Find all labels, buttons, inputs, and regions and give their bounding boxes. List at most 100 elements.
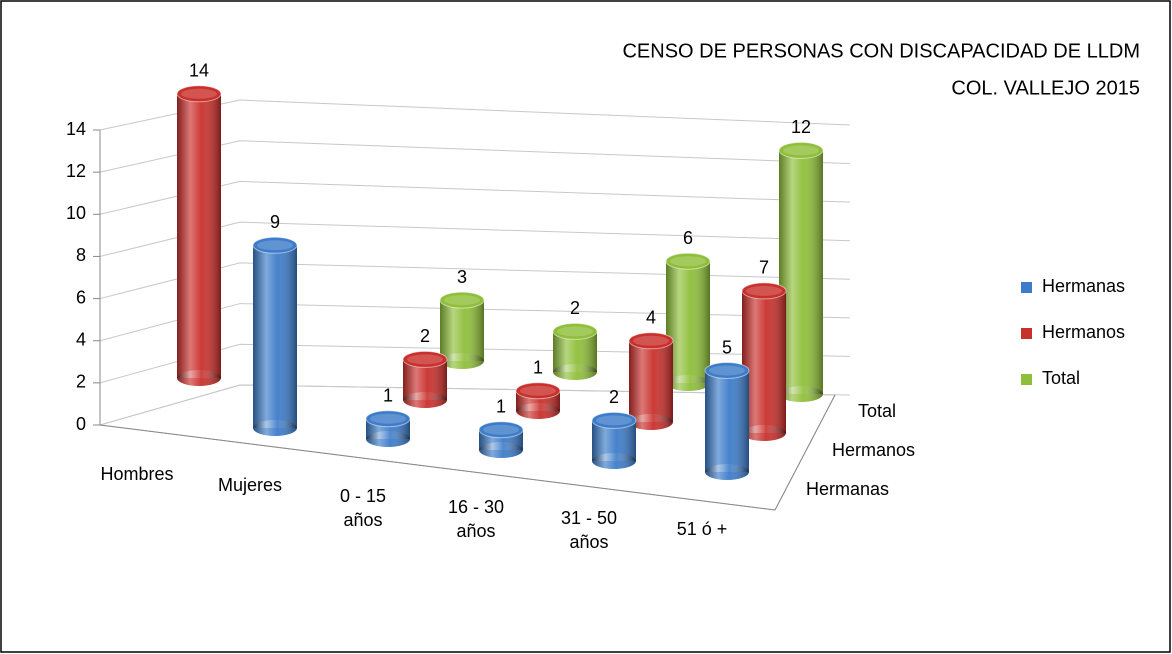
depth-label: Hermanos: [832, 440, 915, 460]
value-label: 9: [270, 212, 280, 232]
column-top: [591, 411, 637, 429]
column-top: [552, 322, 598, 340]
legend-swatch: [1021, 282, 1032, 293]
column-top: [515, 382, 561, 400]
depth-label: Total: [858, 401, 896, 421]
column-top-shade: [181, 88, 217, 99]
value-label: 2: [609, 387, 619, 407]
legend-label: Hermanos: [1042, 322, 1125, 342]
x-tick-label: Hombres: [100, 464, 174, 484]
column-top-shade: [483, 424, 519, 435]
column-body-shade: [440, 300, 484, 361]
column-top: [628, 332, 674, 350]
grid-line: [99, 221, 851, 257]
column-top-shade: [633, 335, 669, 346]
x-tick-label: 0 - 15 años: [339, 486, 387, 530]
grid-line: [99, 303, 851, 342]
y-tick-label: 14: [66, 119, 86, 139]
x-tick-label: 31 - 50 años: [560, 508, 618, 552]
column-body-shade: [666, 261, 710, 383]
column: [439, 291, 485, 369]
column-top-shade: [746, 285, 782, 296]
value-label: 4: [646, 308, 656, 328]
column: [778, 141, 824, 402]
chart-title: CENSO DE PERSONAS CON DISCAPACIDAD DE LL…: [622, 40, 1140, 62]
column-top: [252, 236, 298, 254]
value-label: 1: [383, 385, 393, 405]
column-top: [704, 362, 750, 379]
column-top-shade: [670, 256, 706, 267]
x-tick-label: 51 ó +: [676, 519, 728, 539]
column-top-shade: [257, 240, 293, 251]
chart-subtitle: COL. VALLEJO 2015: [951, 77, 1140, 99]
column-top: [402, 350, 448, 368]
column: [176, 85, 222, 386]
column: [591, 411, 637, 469]
column: [628, 332, 674, 430]
column-top-shade: [783, 145, 819, 156]
column-top: [439, 291, 485, 309]
column-body-shade: [253, 245, 297, 428]
value-label: 12: [791, 117, 811, 137]
column: [478, 421, 524, 458]
column-top: [741, 282, 787, 300]
legend-label: Hermanas: [1042, 276, 1125, 296]
column-body-shade: [779, 150, 823, 394]
grid-line: [99, 262, 851, 300]
value-label: 3: [457, 267, 467, 287]
column: [515, 382, 561, 419]
value-label: 2: [570, 298, 580, 318]
grid-line: [99, 140, 851, 173]
value-label: 5: [722, 337, 732, 357]
column-top: [665, 252, 711, 270]
value-label: 7: [759, 258, 769, 278]
column: [252, 236, 298, 436]
column-top-shade: [444, 295, 480, 306]
column: [741, 282, 787, 441]
y-tick-label: 4: [76, 329, 86, 349]
y-tick-label: 10: [66, 203, 86, 223]
column-top-shade: [407, 354, 443, 365]
x-tick-label: 16 - 30 años: [447, 497, 505, 541]
column: [402, 350, 448, 408]
column-top-shade: [557, 326, 593, 337]
column-top-shade: [596, 415, 632, 426]
column-body-shade: [629, 340, 673, 422]
grid-line: [99, 180, 851, 215]
y-tick-label: 12: [66, 161, 86, 181]
column-top-shade: [709, 365, 745, 376]
y-tick-label: 8: [76, 245, 86, 265]
x-tick-label: Mujeres: [217, 475, 283, 495]
value-label: 6: [683, 228, 693, 248]
x-axis: [99, 424, 776, 511]
value-label: 14: [189, 61, 209, 81]
column-top: [176, 85, 222, 103]
column-top: [478, 421, 524, 439]
legend-swatch: [1021, 328, 1032, 339]
column: [552, 322, 598, 380]
y-tick-label: 2: [76, 372, 86, 392]
column-top-shade: [370, 413, 406, 424]
column-body-shade: [177, 93, 221, 379]
value-label: 2: [420, 326, 430, 346]
column-body-shade: [742, 290, 786, 433]
legend-label: Total: [1042, 368, 1080, 388]
depth-axis: [774, 394, 836, 511]
column: [365, 410, 411, 447]
y-tick-label: 6: [76, 287, 86, 307]
depth-label: Hermanas: [806, 479, 889, 499]
value-label: 1: [496, 396, 506, 416]
column-top-shade: [520, 385, 556, 396]
legend-swatch: [1021, 374, 1032, 385]
value-label: 1: [533, 357, 543, 377]
column-top: [365, 410, 411, 428]
column-top: [778, 141, 824, 159]
y-tick-label: 0: [76, 414, 86, 434]
column-body-shade: [705, 370, 749, 472]
column: [665, 252, 711, 391]
column: [704, 362, 750, 480]
grid-line: [99, 99, 851, 131]
